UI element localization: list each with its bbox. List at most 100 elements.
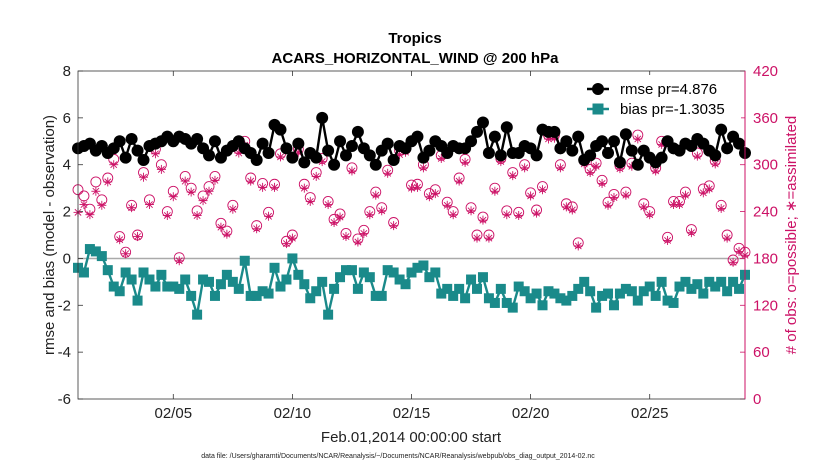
bias-point — [376, 290, 387, 301]
obs-assimilated-point — [121, 249, 131, 259]
rmse-point — [334, 135, 347, 148]
x-tick-label: 02/25 — [631, 405, 669, 422]
obs-assimilated-point — [305, 196, 315, 206]
rmse-point — [655, 151, 668, 164]
bias-point — [543, 286, 554, 297]
obs-assimilated-point — [466, 206, 476, 216]
bias-point — [382, 265, 393, 276]
obs-assimilated-point — [85, 210, 95, 220]
bias-point — [644, 281, 655, 292]
y-tick-label-right: 180 — [753, 250, 778, 267]
rmse-point — [476, 116, 489, 129]
x-tick-label: 02/10 — [274, 405, 312, 422]
rmse-point — [351, 125, 364, 138]
rmse-point — [530, 149, 543, 162]
obs-assimilated-point — [377, 206, 387, 216]
bias-point — [674, 281, 685, 292]
rmse-point — [339, 149, 352, 162]
bias-point — [477, 272, 488, 283]
obs-assimilated-point — [609, 193, 619, 203]
bias-point — [418, 260, 429, 271]
rmse-point — [310, 151, 323, 164]
obs-assimilated-point — [270, 182, 280, 192]
bias-point — [460, 293, 471, 304]
bias-point — [209, 290, 220, 301]
bias-point — [198, 274, 209, 285]
legend-box — [584, 75, 741, 119]
bias-point — [680, 276, 691, 287]
bias-point — [138, 267, 149, 278]
bias-point — [519, 286, 530, 297]
rmse-point — [584, 149, 597, 162]
y-tick-label: 2 — [63, 204, 71, 221]
bias-point — [436, 288, 447, 299]
obs-assimilated-point — [454, 176, 464, 186]
rmse-point — [328, 158, 341, 171]
bias-point — [245, 290, 256, 301]
rmse-point — [411, 130, 424, 143]
bias-point — [483, 293, 494, 304]
obs-assimilated-point — [103, 177, 113, 187]
y-tick-label: 6 — [63, 110, 71, 127]
bias-point — [430, 267, 441, 278]
obs-assimilated-point — [680, 190, 690, 200]
bias-point — [632, 295, 643, 306]
bias-point — [335, 272, 346, 283]
obs-assimilated-point — [204, 186, 214, 196]
rmse-point — [250, 154, 263, 167]
obs-assimilated-point — [186, 187, 196, 197]
rmse-point — [602, 147, 615, 159]
rmse-point — [286, 151, 299, 164]
bias-point — [388, 267, 399, 278]
rmse-point — [137, 154, 150, 167]
obs-assimilated-point — [633, 134, 643, 144]
bias-point — [192, 309, 203, 320]
bias-point — [120, 267, 131, 278]
obs-assimilated-point — [520, 163, 530, 173]
rmse-point — [387, 154, 400, 167]
rmse-point — [721, 142, 734, 155]
y-tick-label: 4 — [63, 157, 71, 174]
bias-point — [323, 309, 334, 320]
rmse-point — [613, 156, 626, 169]
obs-assimilated-point — [127, 203, 137, 213]
obs-assimilated-point — [97, 200, 107, 210]
bias-point — [656, 276, 667, 287]
obs-assimilated-point — [603, 200, 613, 210]
bias-point — [620, 283, 631, 294]
obs-assimilated-point — [359, 228, 369, 238]
rmse-point — [566, 144, 579, 157]
bias-point — [549, 288, 560, 299]
obs-assimilated-point — [514, 210, 524, 220]
rmse-point — [709, 149, 722, 162]
bias-point — [406, 267, 417, 278]
y-tick-label-right: 120 — [753, 297, 778, 314]
obs-assimilated-point — [258, 182, 268, 192]
obs-assimilated-point — [329, 218, 339, 228]
bias-point — [662, 295, 673, 306]
obs-assimilated-point — [371, 190, 381, 200]
rmse-point — [363, 149, 376, 162]
rmse-point — [423, 144, 436, 157]
obs-assimilated-point — [692, 151, 702, 161]
bias-point — [108, 281, 119, 292]
obs-assimilated-point — [323, 200, 333, 210]
bias-point — [215, 279, 226, 290]
bias-point — [394, 274, 405, 285]
rmse-point — [560, 135, 573, 148]
rmse-point — [465, 135, 478, 148]
bias-point — [722, 286, 733, 297]
legend-rmse-marker — [592, 83, 604, 95]
bias-point — [352, 283, 363, 294]
obs-assimilated-point — [252, 224, 262, 234]
bias-point — [716, 276, 727, 287]
bias-point — [412, 262, 423, 273]
bias-point — [710, 281, 721, 292]
bias-point — [233, 283, 244, 294]
bias-point — [531, 288, 542, 299]
obs-assimilated-point — [472, 233, 482, 243]
rmse-point — [733, 137, 746, 150]
legend-bias-label: bias pr=-1.3035 — [620, 101, 725, 118]
obs-assimilated-point — [144, 200, 154, 210]
